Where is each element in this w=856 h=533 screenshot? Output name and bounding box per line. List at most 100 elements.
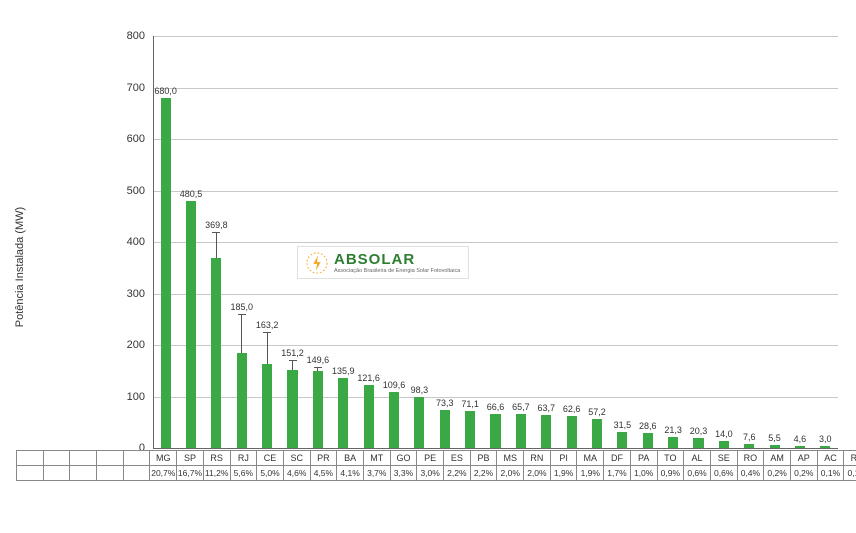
y-axis-label: Potência Instalada (MW)	[14, 206, 26, 326]
x-axis-cell-pct: 0,2%	[790, 466, 817, 481]
bar	[338, 378, 348, 448]
x-axis-cell-state: SP	[177, 451, 204, 466]
bar-value-label: 20,3	[690, 426, 708, 436]
logo-text: ABSOLAR	[334, 251, 460, 268]
x-axis-cell-state: PI	[550, 451, 577, 466]
x-axis-cell-pct: 1,7%	[604, 466, 631, 481]
bar	[161, 98, 171, 448]
bar-value-label: 149,6	[307, 355, 330, 365]
x-axis-cell-state: BA	[337, 451, 364, 466]
x-axis-cell-pct: 1,9%	[550, 466, 577, 481]
logo-text-wrap: ABSOLAR Associação Brasileira de Energia…	[334, 251, 460, 274]
x-axis-cell-pct	[123, 466, 150, 481]
bar-value-label: 62,6	[563, 404, 581, 414]
x-axis-cell-state: AC	[817, 451, 844, 466]
x-axis-cell-pct: 0,9%	[657, 466, 684, 481]
error-bar-cap	[238, 314, 246, 315]
x-axis-row-pct: 20,7%16,7%11,2%5,6%5,0%4,6%4,5%4,1%3,7%3…	[17, 466, 856, 481]
bar	[440, 410, 450, 448]
bar-value-label: 63,7	[537, 403, 555, 413]
x-axis-table: MGSPRSRJCESCPRBAMTGOPEESPBMSRNPIMADFPATO…	[16, 450, 856, 481]
x-axis-cell-state: AP	[790, 451, 817, 466]
x-axis-cell-state: RO	[737, 451, 764, 466]
x-axis-cell-state: DF	[604, 451, 631, 466]
x-axis-cell-state: MG	[150, 451, 177, 466]
x-axis-cell-pct: 0,6%	[684, 466, 711, 481]
error-bar-cap	[289, 360, 297, 361]
bar-value-label: 21,3	[664, 425, 682, 435]
bar-value-label: 163,2	[256, 320, 279, 330]
bar-value-label: 109,6	[383, 380, 406, 390]
bar-value-label: 73,3	[436, 398, 454, 408]
error-bar	[216, 232, 217, 258]
x-axis-cell-state: GO	[390, 451, 417, 466]
bar	[287, 370, 297, 448]
bar-value-label: 98,3	[411, 385, 429, 395]
sun-bolt-icon	[306, 252, 328, 274]
bar-value-label: 185,0	[231, 302, 254, 312]
x-axis-cell-pct: 0,1%	[844, 466, 856, 481]
x-axis-cell-pct: 5,6%	[230, 466, 257, 481]
x-axis-row-states: MGSPRSRJCESCPRBAMTGOPEESPBMSRNPIMADFPATO…	[17, 451, 856, 466]
gridline	[153, 294, 838, 295]
absolar-logo: ABSOLAR Associação Brasileira de Energia…	[297, 246, 469, 279]
x-axis-cell-pct: 0,6%	[710, 466, 737, 481]
x-axis-cell-pct: 0,2%	[764, 466, 791, 481]
x-axis-cell-pct: 1,9%	[577, 466, 604, 481]
x-axis-cell-pct: 2,2%	[470, 466, 497, 481]
bar-value-label: 57,2	[588, 407, 606, 417]
x-axis-cell-state	[97, 451, 124, 466]
x-axis-cell-pct: 5,0%	[257, 466, 284, 481]
x-axis-cell-state: AL	[684, 451, 711, 466]
bar-value-label: 121,6	[357, 373, 380, 383]
x-axis-cell-pct: 3,7%	[363, 466, 390, 481]
ytick-label: 600	[0, 133, 145, 145]
bar	[211, 258, 221, 448]
bar-value-label: 480,5	[180, 189, 203, 199]
error-bar-cap	[263, 332, 271, 333]
x-axis-cell-state	[123, 451, 150, 466]
bar-value-label: 369,8	[205, 220, 228, 230]
x-axis-cell-state: RN	[524, 451, 551, 466]
chart-stage: { "chart":{ "type":"bar", "background_co…	[0, 0, 856, 533]
gridline	[153, 139, 838, 140]
x-axis-cell-pct	[43, 466, 70, 481]
bar	[313, 371, 323, 448]
gridline	[153, 36, 838, 37]
ytick-label: 300	[0, 288, 145, 300]
bar	[389, 392, 399, 448]
x-axis-cell-state: RS	[203, 451, 230, 466]
ytick-label: 800	[0, 30, 145, 42]
bar-value-label: 28,6	[639, 421, 657, 431]
bar	[617, 432, 627, 448]
ytick-label: 400	[0, 236, 145, 248]
logo-subtitle: Associação Brasileira de Energia Solar F…	[334, 268, 460, 274]
gridline	[153, 242, 838, 243]
bar-value-label: 66,6	[487, 402, 505, 412]
x-axis-cell-pct: 2,0%	[497, 466, 524, 481]
x-axis-cell-pct: 3,3%	[390, 466, 417, 481]
ytick-label: 100	[0, 391, 145, 403]
bar	[186, 201, 196, 448]
bar-value-label: 151,2	[281, 348, 304, 358]
x-axis-cell-state	[43, 451, 70, 466]
bar	[262, 364, 272, 448]
bar	[364, 385, 374, 448]
bar	[490, 414, 500, 448]
ytick-label: 500	[0, 185, 145, 197]
x-axis-cell-pct: 2,0%	[524, 466, 551, 481]
bar-value-label: 4,6	[794, 434, 807, 444]
bar-value-label: 135,9	[332, 366, 355, 376]
x-axis-cell-state: RR	[844, 451, 856, 466]
x-axis-cell-state: PA	[630, 451, 657, 466]
bar	[719, 441, 729, 448]
x-axis-cell-state	[17, 451, 44, 466]
x-axis-cell-state: MS	[497, 451, 524, 466]
x-axis-cell-state: AM	[764, 451, 791, 466]
x-axis-cell-state: MT	[363, 451, 390, 466]
ytick-label: 200	[0, 339, 145, 351]
error-bar	[241, 314, 242, 353]
x-axis-cell-state	[70, 451, 97, 466]
x-axis-cell-state: TO	[657, 451, 684, 466]
bar-value-label: 680,0	[154, 86, 177, 96]
